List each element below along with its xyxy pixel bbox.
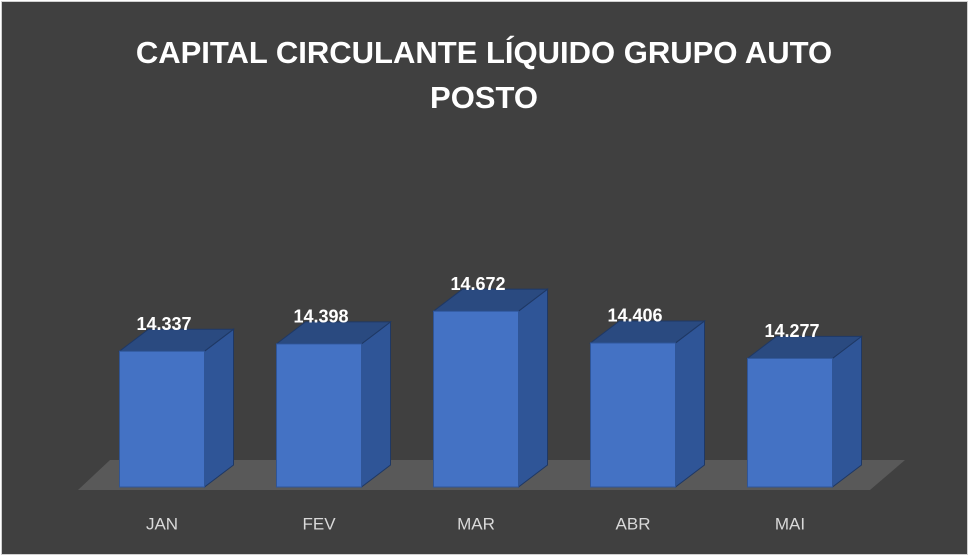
bar-side [832,335,862,489]
bar [590,342,676,488]
chart-title: CAPITAL CIRCULANTE LÍQUIDO GRUPO AUTO PO… [135,35,833,115]
value-label: 14.337 [136,314,191,334]
value-label: 14.398 [293,307,348,327]
bar-side [204,328,234,489]
x-tick-label: FEV [302,514,336,533]
bar-side [361,320,391,489]
x-tick-label: ABR [616,514,651,533]
value-label: 14.406 [607,306,662,326]
bar [433,310,519,488]
x-tick-label: JAN [146,514,178,533]
bar-side [518,288,548,489]
bar [747,357,833,488]
value-label: 14.277 [764,321,819,341]
x-tick-label: MAI [775,514,805,533]
bar [276,343,362,488]
bar-side [675,319,705,489]
x-tick-label: MAR [457,514,495,533]
bar [119,350,205,488]
value-label: 14.672 [450,274,505,294]
